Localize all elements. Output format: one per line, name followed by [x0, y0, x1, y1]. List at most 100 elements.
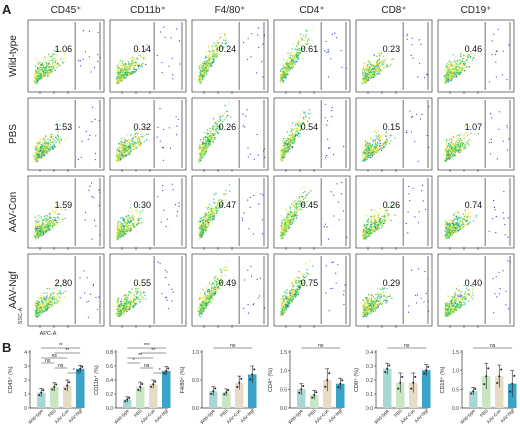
event-point	[291, 59, 292, 60]
event-point	[377, 68, 378, 69]
event-point	[211, 208, 212, 209]
event-point	[363, 150, 364, 151]
gate-percentage: 1.53	[55, 122, 73, 132]
event-point	[35, 66, 36, 67]
event-point	[38, 71, 39, 72]
event-point	[210, 131, 211, 132]
event-point	[297, 132, 298, 133]
event-point	[41, 148, 42, 149]
event-point	[373, 62, 374, 63]
event-point	[378, 52, 379, 53]
event-point	[119, 151, 120, 152]
event-point	[117, 76, 118, 77]
event-point	[52, 62, 53, 63]
event-point	[445, 83, 446, 84]
gated-event-point	[489, 142, 490, 143]
event-point	[368, 145, 369, 146]
event-point	[133, 214, 134, 215]
event-point	[51, 222, 52, 223]
event-point	[121, 154, 122, 155]
gated-event-point	[328, 148, 329, 149]
event-point	[380, 140, 381, 141]
gated-event-point	[258, 28, 259, 29]
event-point	[451, 156, 452, 157]
event-point	[203, 75, 204, 76]
event-point	[289, 70, 290, 71]
gated-event-point	[244, 126, 245, 127]
event-point	[119, 143, 120, 144]
event-point	[119, 146, 120, 147]
event-point	[375, 147, 376, 148]
event-point	[49, 56, 50, 57]
event-point	[463, 147, 464, 148]
event-point	[137, 69, 138, 70]
event-point	[372, 145, 373, 146]
event-point	[204, 213, 205, 214]
event-point	[369, 66, 370, 67]
event-point	[49, 217, 50, 218]
event-point	[59, 222, 60, 223]
event-point	[457, 145, 458, 146]
event-point	[57, 134, 58, 135]
event-point	[54, 65, 55, 66]
event-point	[473, 57, 474, 58]
event-point	[53, 223, 54, 224]
event-point	[297, 123, 298, 124]
event-point	[122, 66, 123, 67]
event-point	[125, 217, 126, 218]
event-point	[54, 212, 55, 213]
event-point	[44, 154, 45, 155]
gated-event-point	[157, 196, 158, 197]
event-point	[459, 140, 460, 141]
event-point	[460, 138, 461, 139]
event-point	[283, 59, 284, 60]
event-point	[198, 160, 199, 161]
event-point	[462, 58, 463, 59]
event-point	[43, 153, 44, 154]
event-point	[467, 61, 468, 62]
event-point	[54, 135, 55, 136]
event-point	[461, 140, 462, 141]
event-point	[40, 74, 41, 75]
event-point	[391, 58, 392, 59]
event-point	[122, 217, 123, 218]
plot-frame	[192, 20, 268, 92]
event-point	[455, 143, 456, 144]
event-point	[215, 124, 216, 125]
event-point	[125, 229, 126, 230]
event-point	[203, 139, 204, 140]
event-point	[134, 135, 135, 136]
gated-event-point	[336, 37, 337, 38]
gated-event-point	[328, 76, 329, 77]
flow-plot: 0.26	[192, 98, 268, 172]
event-point	[378, 149, 379, 150]
event-point	[49, 229, 50, 230]
gated-event-point	[341, 50, 342, 51]
event-point	[120, 142, 121, 143]
event-point	[362, 155, 363, 156]
gated-event-point	[330, 58, 331, 59]
event-point	[283, 76, 284, 77]
event-point	[42, 153, 43, 154]
event-point	[117, 149, 118, 150]
event-point	[376, 132, 377, 133]
event-point	[212, 206, 213, 207]
event-point	[125, 234, 126, 235]
event-point	[366, 157, 367, 158]
event-point	[144, 135, 145, 136]
event-point	[41, 73, 42, 74]
event-point	[117, 225, 118, 226]
event-point	[35, 152, 36, 153]
gated-event-point	[502, 74, 503, 75]
event-point	[368, 153, 369, 154]
event-point	[41, 233, 42, 234]
flow-plot: 0.47	[192, 176, 268, 250]
gated-event-point	[176, 126, 177, 127]
event-point	[460, 132, 461, 133]
event-point	[51, 72, 52, 73]
event-point	[468, 140, 469, 141]
event-point	[141, 66, 142, 67]
event-point	[215, 133, 216, 134]
event-point	[135, 147, 136, 148]
event-point	[464, 138, 465, 139]
